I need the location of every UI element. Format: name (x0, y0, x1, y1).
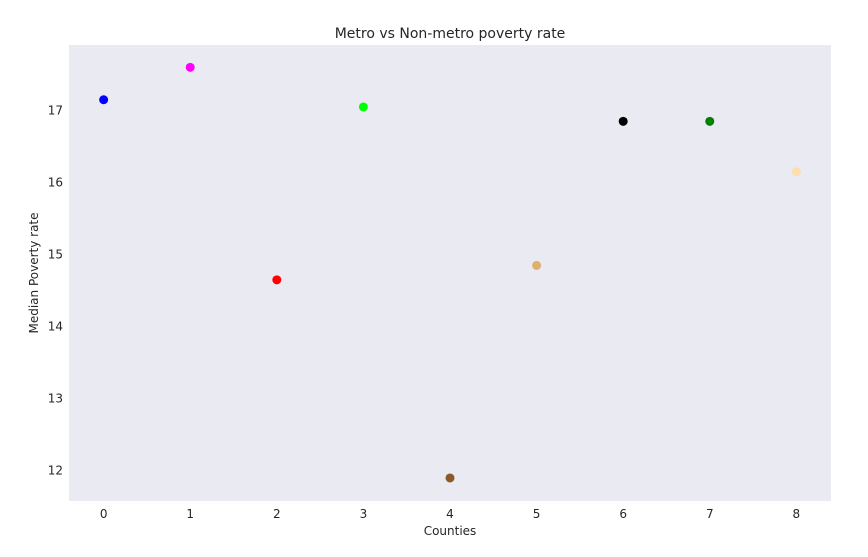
data-point (272, 275, 282, 285)
x-tick-label: 5 (533, 507, 541, 521)
x-tick-label: 2 (273, 507, 281, 521)
y-tick-label: 14 (48, 320, 63, 334)
x-tick-label: 3 (360, 507, 368, 521)
chart-title: Metro vs Non-metro poverty rate (335, 26, 566, 42)
y-tick-labels: 12 13 14 15 16 17 (48, 104, 63, 478)
y-tick-label: 16 (48, 176, 63, 190)
y-tick-label: 12 (48, 464, 63, 478)
x-tick-label: 7 (706, 507, 714, 521)
data-point (358, 102, 368, 112)
y-tick-label: 15 (48, 248, 63, 262)
y-axis-label: Median Poverty rate (27, 212, 41, 333)
x-tick-label: 8 (793, 507, 801, 521)
data-point (705, 116, 715, 126)
x-tick-label: 4 (446, 507, 454, 521)
y-tick-label: 13 (48, 392, 63, 406)
scatter-points (99, 62, 801, 483)
data-point (99, 95, 109, 105)
data-point (445, 473, 455, 483)
x-axis-label: Counties (424, 524, 477, 538)
x-tick-label: 6 (619, 507, 627, 521)
x-tick-label: 1 (186, 507, 194, 521)
x-tick-labels: 0 1 2 3 4 5 6 7 8 (100, 507, 800, 521)
data-point (618, 116, 628, 126)
data-point (532, 260, 542, 270)
data-point (185, 62, 195, 72)
plot-area (69, 45, 831, 501)
y-tick-label: 17 (48, 104, 63, 118)
data-point (791, 167, 801, 177)
x-tick-label: 0 (100, 507, 108, 521)
